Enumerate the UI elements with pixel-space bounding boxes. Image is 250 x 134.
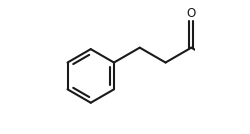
Text: O: O bbox=[187, 7, 196, 20]
